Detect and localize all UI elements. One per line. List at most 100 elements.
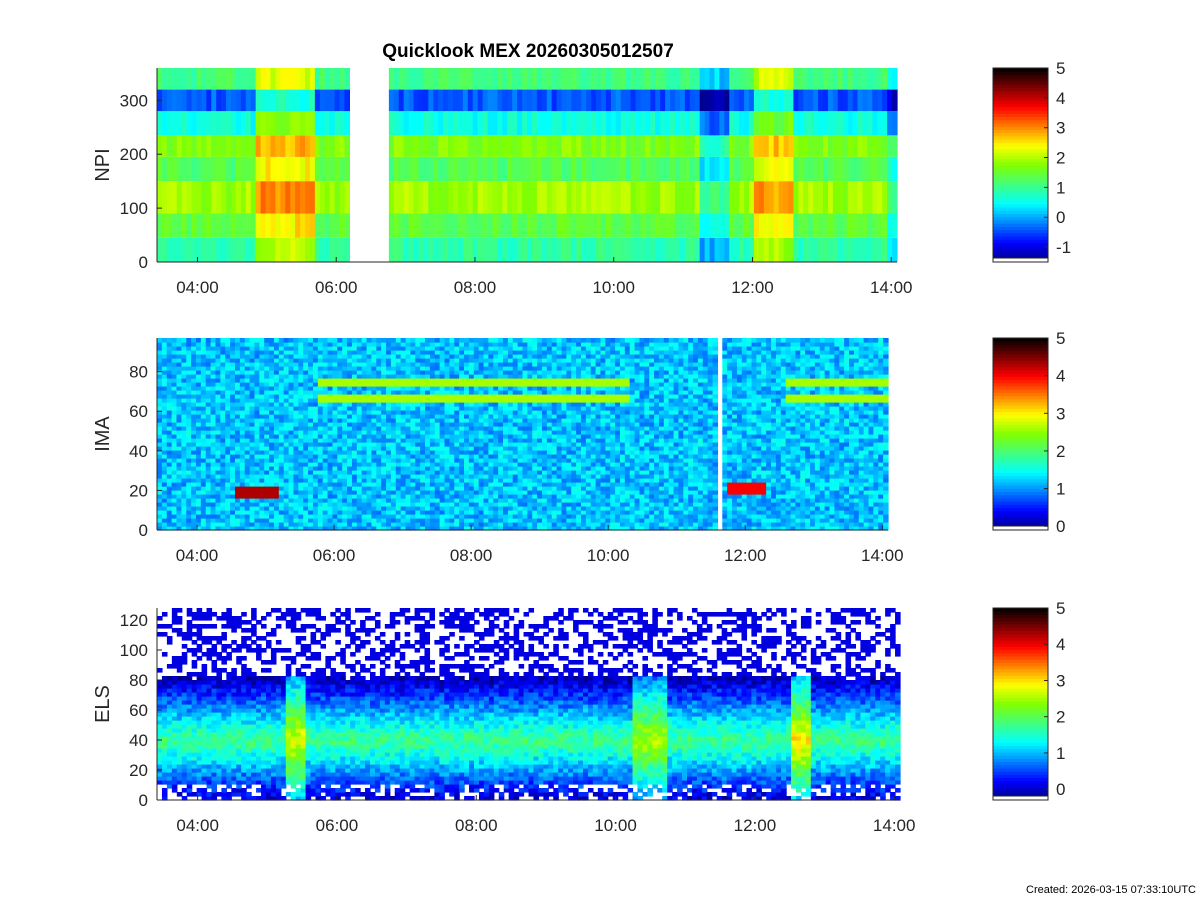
ima-cell bbox=[527, 434, 533, 439]
npi-cell bbox=[226, 181, 232, 214]
ima-cell bbox=[342, 506, 348, 511]
ima-cell bbox=[322, 514, 329, 519]
ima-cell bbox=[420, 354, 426, 359]
ima-cell bbox=[512, 426, 519, 431]
npi-cell bbox=[413, 111, 420, 136]
ima-cell bbox=[454, 350, 460, 355]
ima-cell bbox=[254, 458, 260, 463]
ima-cell bbox=[517, 418, 524, 423]
ima-cell bbox=[239, 338, 246, 343]
npi-cell bbox=[226, 237, 232, 262]
ima-cell bbox=[332, 354, 338, 359]
ima-cell bbox=[400, 486, 407, 491]
ima-cell bbox=[439, 374, 446, 379]
npi-cell bbox=[388, 237, 395, 262]
ima-cell bbox=[278, 370, 285, 375]
colorbar-segment bbox=[993, 122, 1048, 127]
ima-cell bbox=[220, 418, 226, 423]
ima-cell bbox=[259, 522, 265, 527]
ima-cell bbox=[215, 414, 221, 419]
npi-cell bbox=[290, 156, 296, 182]
panel-npi: 04:00 06:00 08:00 10:00 12:00 14:000100200300… bbox=[92, 59, 1071, 297]
ima-cell bbox=[347, 446, 353, 451]
ima-cell bbox=[293, 346, 299, 351]
ima-cell bbox=[317, 342, 324, 347]
ima-cell bbox=[381, 434, 387, 439]
ima-cell bbox=[239, 434, 246, 439]
npi-cell bbox=[630, 237, 637, 262]
ima-cell bbox=[488, 402, 494, 407]
npi-cell bbox=[240, 89, 247, 112]
ima-cell bbox=[230, 474, 236, 479]
npi-cell bbox=[699, 89, 706, 112]
ima-cell bbox=[225, 422, 231, 427]
ima-cell bbox=[478, 366, 485, 371]
ima-cell bbox=[347, 366, 353, 371]
ima-cell bbox=[400, 338, 407, 343]
ima-cell bbox=[298, 406, 304, 411]
npi-cell bbox=[586, 135, 592, 157]
ima-cell bbox=[195, 430, 202, 435]
ima-cell bbox=[405, 514, 412, 519]
ima-cell bbox=[303, 414, 309, 419]
ima-cell bbox=[278, 382, 285, 387]
ima-cell bbox=[420, 390, 426, 395]
ima-cell bbox=[498, 462, 504, 467]
ima-cell bbox=[269, 446, 275, 451]
npi-cell bbox=[408, 237, 415, 262]
ima-cell bbox=[449, 362, 455, 367]
ima-cell bbox=[488, 362, 494, 367]
ima-cell bbox=[522, 358, 528, 363]
ima-cell bbox=[317, 490, 324, 495]
ima-cell bbox=[171, 426, 178, 431]
ima-cell bbox=[395, 382, 402, 387]
ima-cell bbox=[273, 522, 280, 527]
ima-cell bbox=[205, 486, 212, 491]
ima-cell bbox=[157, 346, 163, 351]
colorbar-segment bbox=[993, 187, 1048, 192]
npi-cell bbox=[660, 156, 666, 182]
npi-cell bbox=[319, 135, 326, 157]
ima-cell bbox=[191, 526, 197, 531]
ima-cell bbox=[512, 462, 519, 467]
ima-cell bbox=[220, 342, 226, 347]
ima-cell bbox=[166, 382, 173, 387]
npi-cell bbox=[240, 213, 247, 238]
ima-cell bbox=[512, 510, 519, 515]
ima-cell bbox=[483, 446, 489, 451]
ima-cell bbox=[449, 482, 455, 487]
ima-cell bbox=[366, 514, 373, 519]
ima-cell bbox=[186, 438, 192, 443]
ima-cell bbox=[166, 346, 173, 351]
ima-cell bbox=[176, 370, 182, 375]
ima-cell bbox=[493, 486, 499, 491]
ima-cell bbox=[371, 350, 377, 355]
ima-cell bbox=[434, 350, 441, 355]
ima-cell bbox=[225, 446, 231, 451]
ima-cell bbox=[410, 410, 416, 415]
ima-cell bbox=[351, 454, 358, 459]
ima-cell bbox=[361, 490, 368, 495]
ima-cell bbox=[439, 346, 446, 351]
ima-cell bbox=[234, 370, 241, 375]
ima-cell bbox=[434, 354, 441, 359]
ima-cell bbox=[468, 478, 475, 483]
ima-cell bbox=[376, 386, 382, 391]
ima-cell bbox=[186, 458, 192, 463]
npi-cell bbox=[675, 89, 681, 112]
ima-cell bbox=[342, 338, 348, 343]
ima-cell bbox=[327, 406, 334, 411]
ima-cell bbox=[327, 474, 334, 479]
ima-cell bbox=[278, 390, 285, 395]
ima-cell bbox=[254, 526, 260, 531]
npi-cell bbox=[206, 156, 212, 182]
ima-cell bbox=[337, 454, 343, 459]
ima-cell bbox=[464, 506, 470, 511]
ima-cell bbox=[347, 434, 353, 439]
npi-cell bbox=[196, 181, 202, 214]
ima-cell bbox=[220, 414, 226, 419]
ima-cell bbox=[264, 502, 270, 507]
ima-cell bbox=[308, 490, 314, 495]
ima-cell bbox=[200, 374, 207, 379]
npi-cell bbox=[443, 213, 449, 238]
